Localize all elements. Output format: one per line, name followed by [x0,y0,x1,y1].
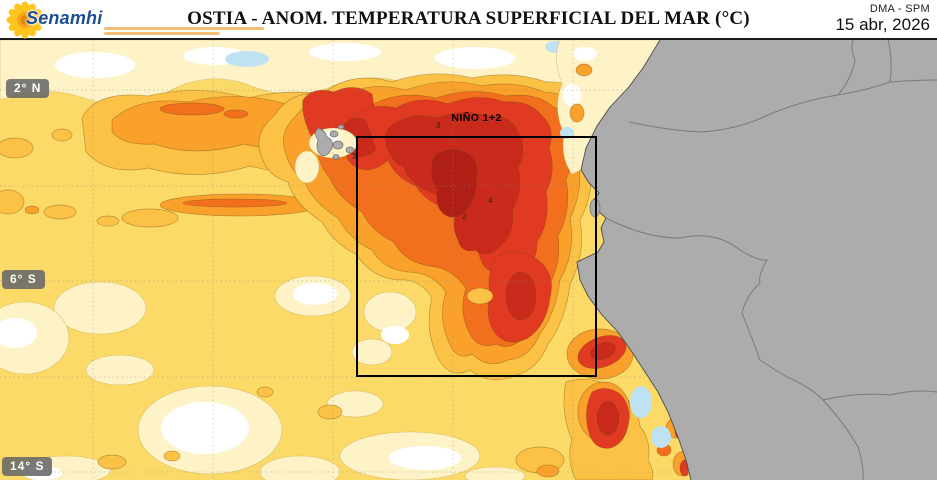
nino-1-2-region-box [356,136,597,377]
latitude-label-6s: 6° S [2,270,45,289]
land-layer [576,40,937,480]
country-border [605,217,864,480]
contour-value-label: 3 [436,121,441,130]
header-bar: Senamhi OSTIA - ANOM. TEMPERATURA SUPERF… [0,0,937,40]
latitude-label-2n: 2° N [6,79,50,98]
country-border [628,40,856,133]
department-label: DMA - SPM [869,3,930,15]
sunflower-logo-icon [6,1,44,39]
contour-value-label: 2 [462,212,467,221]
logo-tagline-line [104,27,264,30]
senamhi-logo: Senamhi [4,1,274,39]
coastline [576,40,692,480]
logo-wordmark: Senamhi [26,8,103,28]
country-border [822,390,937,401]
contour-value-label: 4 [488,196,493,205]
page-title: OSTIA - ANOM. TEMPERATURA SUPERFICIAL DE… [187,8,750,29]
country-border [887,40,892,83]
contour-value-label: 3 [352,152,357,161]
logo-tagline-line [104,32,220,35]
map-date: 15 abr, 2026 [835,15,930,35]
latitude-label-14s: 14° S [2,457,53,476]
header-meta: DMA - SPM 15 abr, 2026 [835,3,930,35]
nino-1-2-region-label: NIÑO 1+2 [451,112,502,124]
